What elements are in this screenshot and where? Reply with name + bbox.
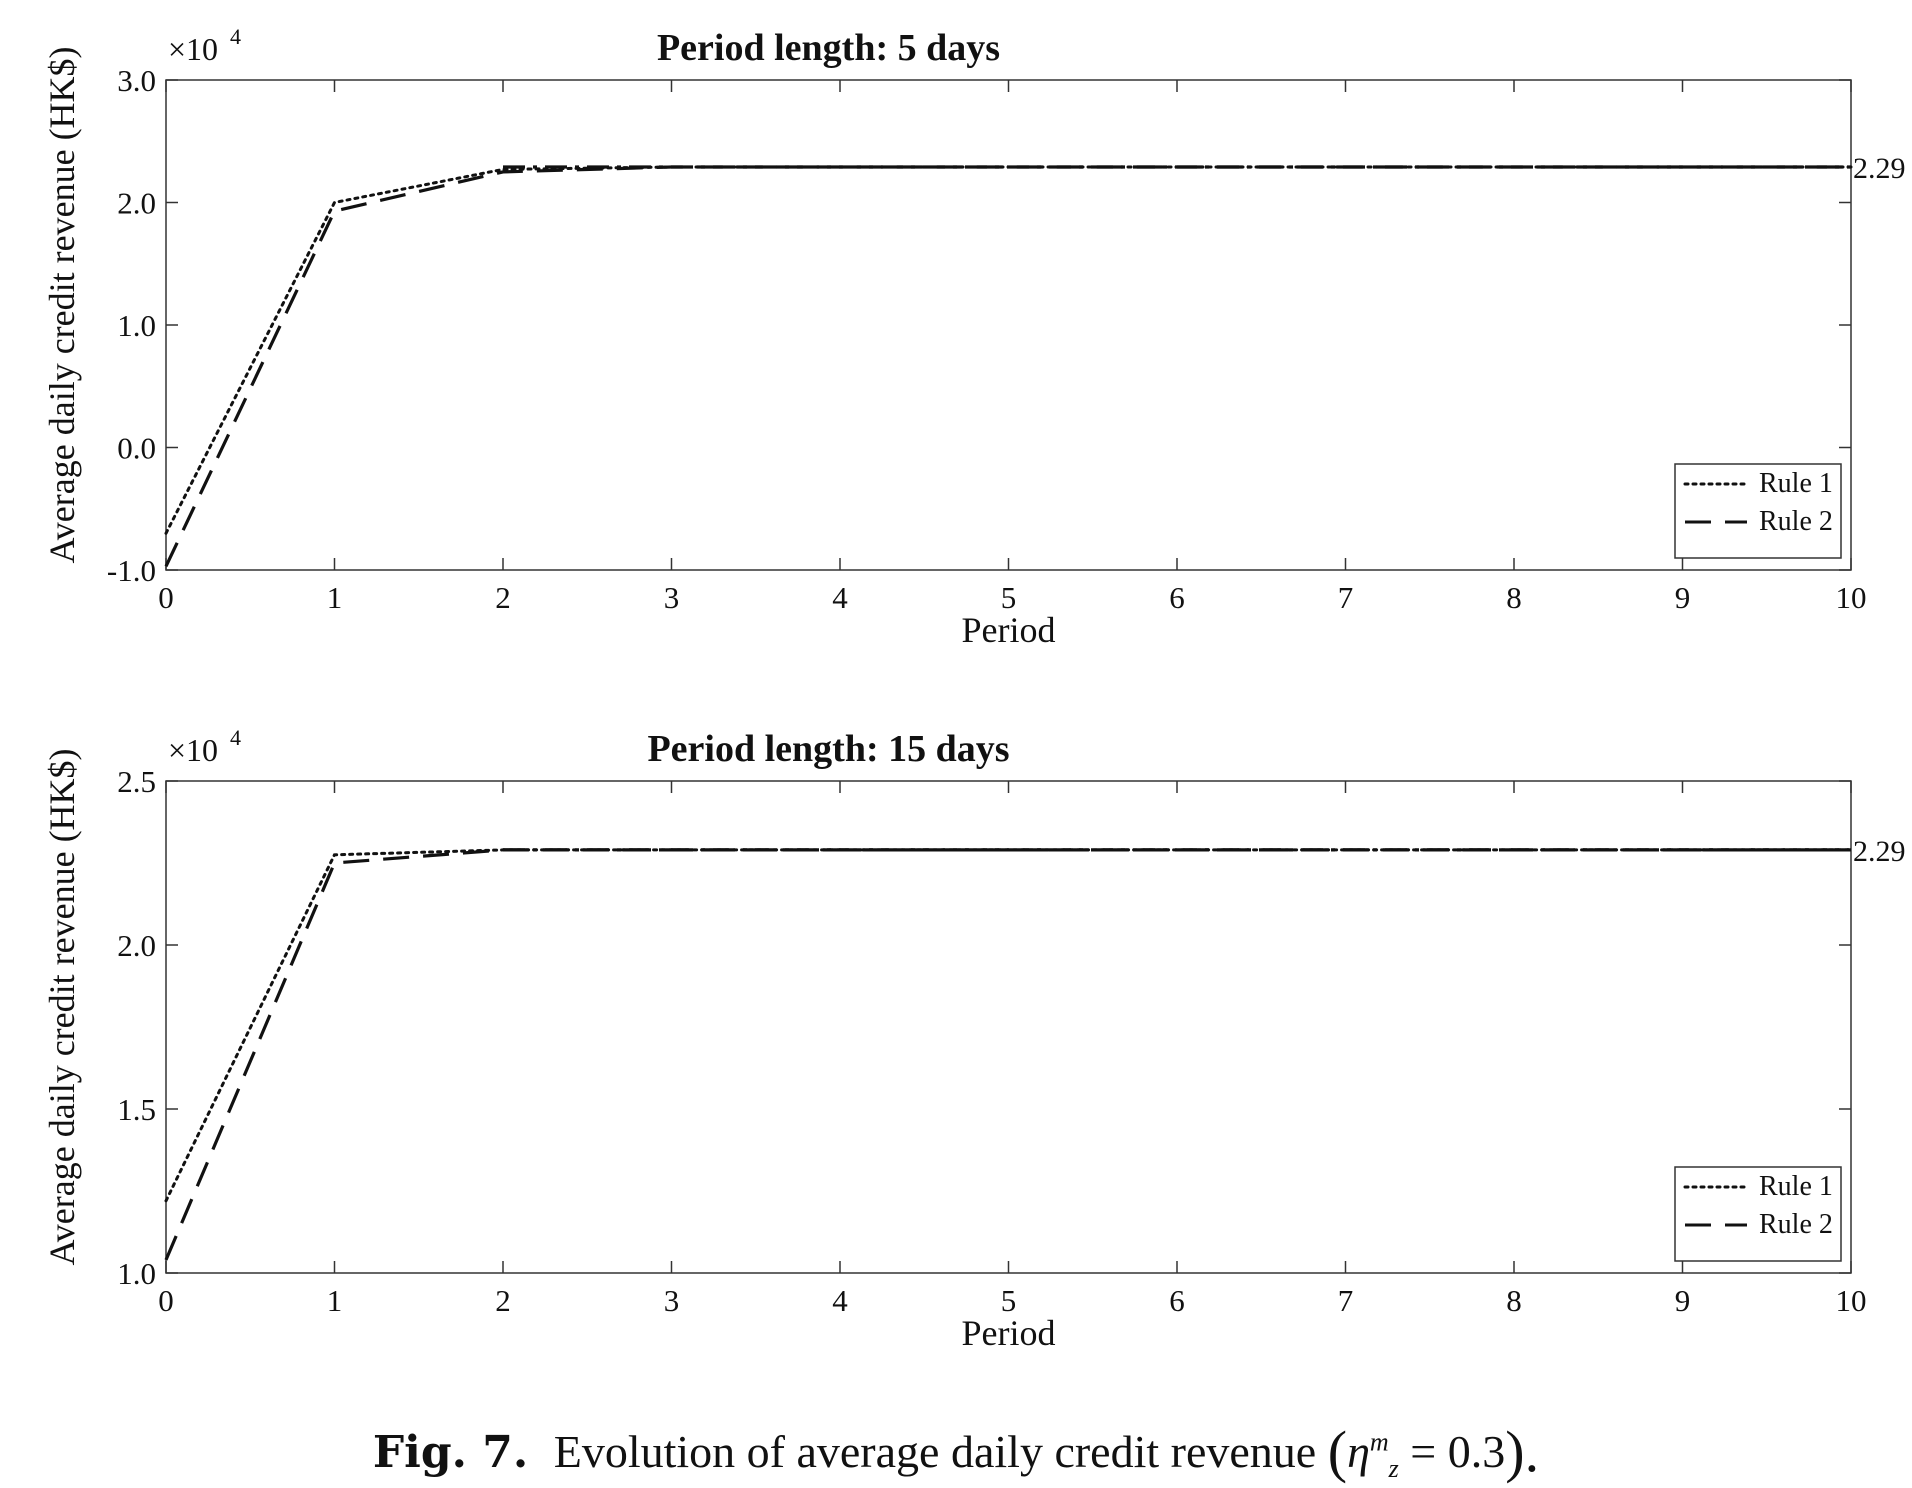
legend-entry-label: Rule 1 [1759, 1171, 1833, 1202]
y-tick-label: 2.5 [117, 764, 156, 799]
caption-label: Fig. 7. [372, 1427, 529, 1478]
y-axis-label: Average daily credit revenue (HK$) [42, 748, 82, 1265]
y-tick-label: 2.0 [117, 928, 156, 963]
x-axis-label: Period [962, 1313, 1056, 1353]
x-tick-label: 0 [158, 1283, 174, 1318]
x-tick-label: 5 [1001, 1283, 1017, 1318]
y-axis-exponent: ×10 [168, 732, 218, 768]
y-tick-label: 0.0 [117, 431, 156, 466]
x-axis-label: Period [962, 610, 1056, 650]
caption-eta: η [1347, 1426, 1370, 1477]
x-tick-label: 1 [327, 1283, 343, 1318]
x-tick-label: 9 [1675, 1283, 1691, 1318]
caption-close-paren: ). [1505, 1419, 1540, 1484]
series-line-dashed [164, 848, 1851, 1261]
caption-superscript: m [1369, 1427, 1389, 1457]
chart-title: Period length: 15 days [647, 728, 1009, 770]
x-tick-label: 8 [1506, 580, 1522, 615]
x-tick-label: 7 [1338, 1283, 1354, 1318]
x-tick-label: 0 [158, 580, 174, 615]
y-axis-exponent-power: 4 [230, 24, 241, 49]
legend-box [1674, 1166, 1842, 1262]
series-line-dotted [164, 165, 1853, 535]
plot-area-frame [165, 780, 1852, 1274]
chart-panel-1: Period length: 5 days ×10 4 0 1 2 3 4 5 6 7 8 9 10 -1.… [42, 24, 1906, 650]
y-tick-label: 3.0 [117, 63, 156, 98]
x-tick-label: 5 [1001, 580, 1017, 615]
y-tick-label: 2.0 [117, 186, 156, 221]
x-tick-label: 4 [832, 1283, 848, 1318]
legend-entry-label: Rule 1 [1759, 468, 1833, 499]
x-tick-label: 4 [832, 580, 848, 615]
x-tick-label: 10 [1836, 1283, 1867, 1318]
chart-panel-2: Period length: 15 days ×10 4 0 1 2 3 4 5 6 7 8 9 10 1.… [42, 725, 1906, 1353]
legend: Rule 1 Rule 2 [1674, 463, 1842, 559]
x-tick-label: 2 [495, 1283, 511, 1318]
value-annotation: 2.29 [1853, 152, 1906, 185]
x-tick-label: 8 [1506, 1283, 1522, 1318]
y-axis-exponent-power: 4 [230, 725, 241, 750]
y-axis-label: Average daily credit revenue (HK$) [42, 46, 82, 563]
caption-value: = 0.3 [1398, 1426, 1506, 1477]
x-tick-label: 2 [495, 580, 511, 615]
legend: Rule 1 Rule 2 [1674, 1166, 1842, 1262]
x-tick-label: 9 [1675, 580, 1691, 615]
chart-title: Period length: 5 days [657, 27, 1000, 69]
value-annotation: 2.29 [1853, 835, 1906, 868]
x-tick-label: 3 [664, 580, 680, 615]
x-tick-label: 6 [1169, 1283, 1185, 1318]
caption-open-paren: ( [1327, 1419, 1348, 1484]
caption-text: Evolution of average daily credit revenu… [553, 1426, 1317, 1477]
x-tick-label: 10 [1836, 580, 1867, 615]
figure-caption: Fig. 7. Evolution of average daily credi… [0, 1418, 1912, 1485]
y-tick-label: 1.0 [117, 308, 156, 343]
series-line-dotted [164, 848, 1853, 1203]
y-tick-label: 1.5 [117, 1092, 156, 1127]
plot-area-frame [165, 79, 1852, 571]
caption-subscript: z [1388, 1454, 1399, 1484]
legend-entry-label: Rule 2 [1759, 506, 1833, 537]
x-tick-label: 7 [1338, 580, 1354, 615]
legend-entry-label: Rule 2 [1759, 1209, 1833, 1240]
x-tick-label: 6 [1169, 580, 1185, 615]
y-axis-exponent: ×10 [168, 31, 218, 67]
y-tick-label: -1.0 [107, 553, 156, 588]
series-line-dashed [164, 165, 1851, 567]
legend-box [1674, 463, 1842, 559]
x-tick-label: 3 [664, 1283, 680, 1318]
x-tick-label: 1 [327, 580, 343, 615]
y-tick-label: 1.0 [117, 1256, 156, 1291]
